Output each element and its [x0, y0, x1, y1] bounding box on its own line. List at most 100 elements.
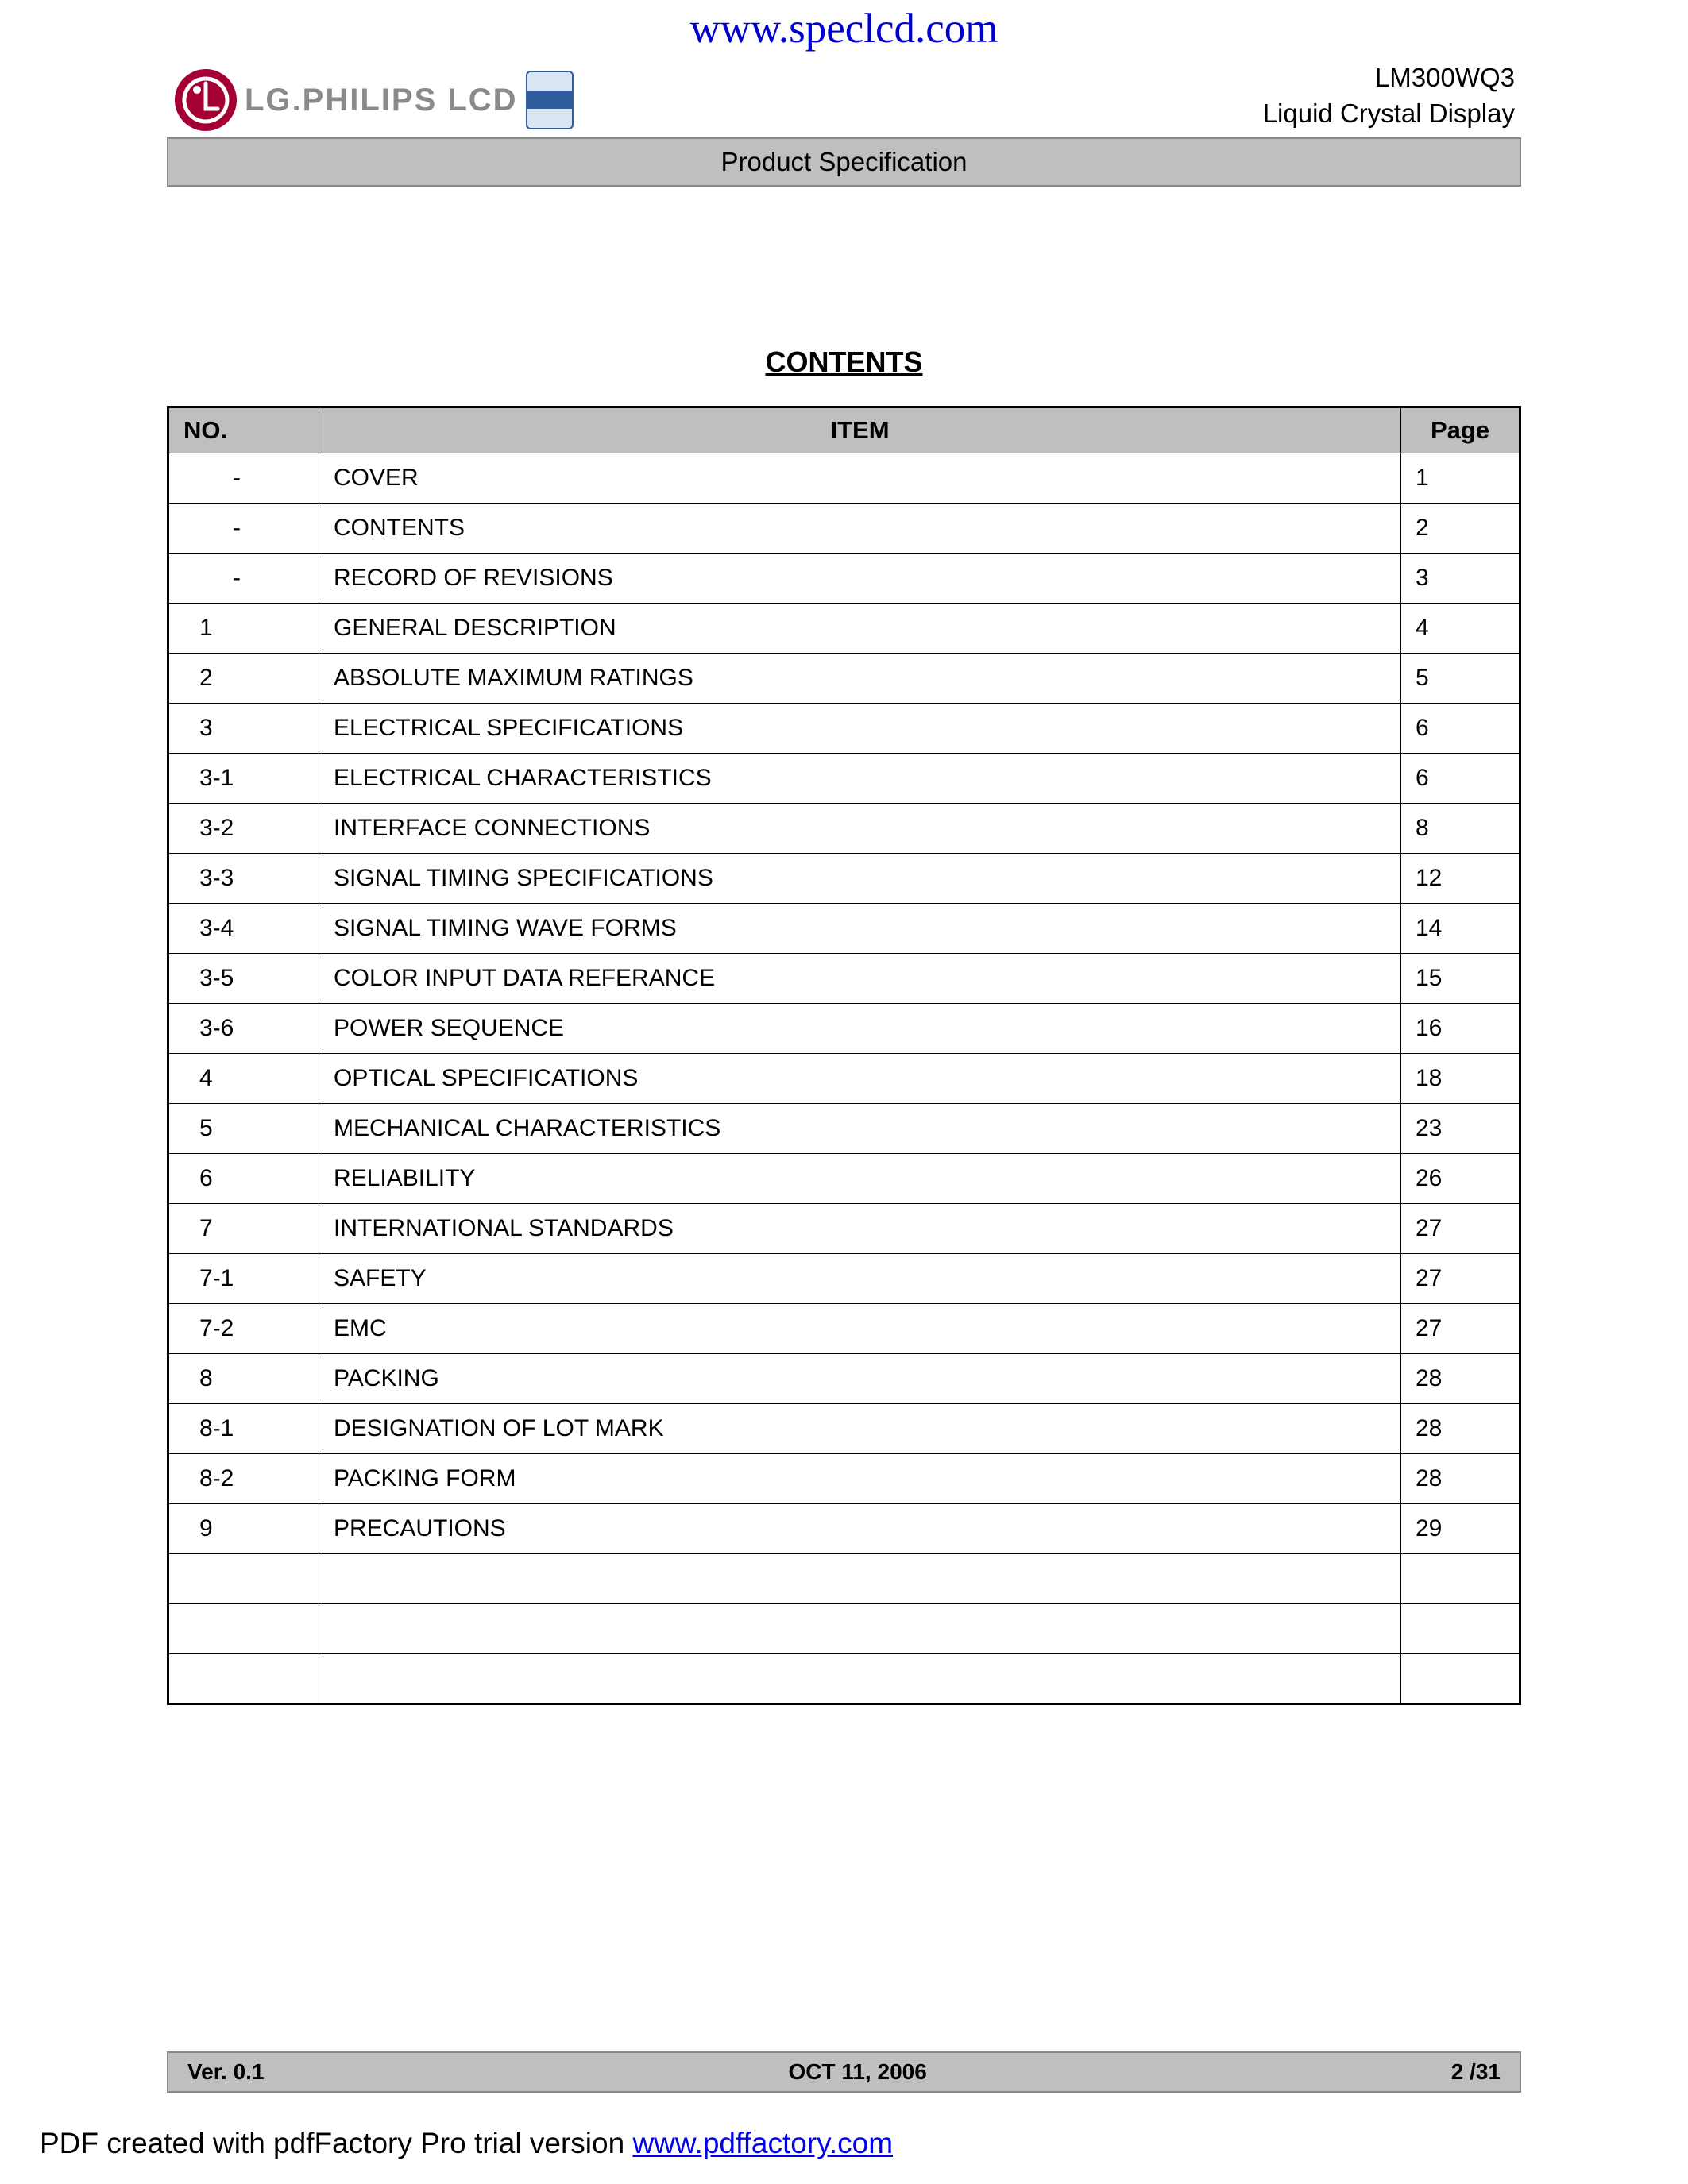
cell-item: RELIABILITY [319, 1154, 1401, 1204]
table-row: 6RELIABILITY26 [168, 1154, 1520, 1204]
cell-no: 9 [168, 1504, 319, 1554]
footer-bar: Ver. 0.1 OCT 11, 2006 2 /31 [167, 2051, 1521, 2093]
cell-no [168, 1604, 319, 1654]
table-row: 2ABSOLUTE MAXIMUM RATINGS5 [168, 654, 1520, 704]
table-row: 8-1DESIGNATION OF LOT MARK28 [168, 1404, 1520, 1454]
cell-page: 26 [1401, 1154, 1520, 1204]
cell-page: 2 [1401, 504, 1520, 554]
cell-page: 5 [1401, 654, 1520, 704]
cell-no: 6 [168, 1154, 319, 1204]
table-header-row: NO. ITEM Page [168, 407, 1520, 453]
cell-page: 6 [1401, 704, 1520, 754]
cell-no: 5 [168, 1104, 319, 1154]
cell-page: 15 [1401, 954, 1520, 1004]
cell-no: 8 [168, 1354, 319, 1404]
cell-item: ABSOLUTE MAXIMUM RATINGS [319, 654, 1401, 704]
cell-item: EMC [319, 1304, 1401, 1354]
cell-no: - [168, 554, 319, 604]
table-row [168, 1654, 1520, 1704]
cell-no: 3-2 [168, 804, 319, 854]
cell-item [319, 1654, 1401, 1704]
cell-no: 2 [168, 654, 319, 704]
cell-item: DESIGNATION OF LOT MARK [319, 1404, 1401, 1454]
cell-page: 4 [1401, 604, 1520, 654]
pdf-factory-link[interactable]: www.pdffactory.com [632, 2127, 893, 2159]
cell-no: 3-3 [168, 854, 319, 904]
cell-item: SIGNAL TIMING SPECIFICATIONS [319, 854, 1401, 904]
table-row: 8PACKING28 [168, 1354, 1520, 1404]
logo-text: LG.PHILIPS LCD [245, 83, 518, 118]
lg-logo-icon [175, 69, 237, 131]
table-row: 7-1SAFETY27 [168, 1254, 1520, 1304]
table-row [168, 1554, 1520, 1604]
cell-item: GENERAL DESCRIPTION [319, 604, 1401, 654]
table-row: 3-2INTERFACE CONNECTIONS8 [168, 804, 1520, 854]
cell-no: 8-1 [168, 1404, 319, 1454]
watermark-url: www.speclcd.com [0, 0, 1688, 60]
header-row: LG.PHILIPS LCD PHILIPS LM300WQ3 Liquid C… [167, 60, 1521, 131]
table-row: 3-1ELECTRICAL CHARACTERISTICS6 [168, 754, 1520, 804]
cell-page: 29 [1401, 1504, 1520, 1554]
table-row [168, 1604, 1520, 1654]
table-row: 3-4SIGNAL TIMING WAVE FORMS14 [168, 904, 1520, 954]
cell-item: POWER SEQUENCE [319, 1004, 1401, 1054]
table-row: -CONTENTS2 [168, 504, 1520, 554]
cell-page: 28 [1401, 1354, 1520, 1404]
cell-page: 28 [1401, 1404, 1520, 1454]
cell-page [1401, 1604, 1520, 1654]
cell-item: INTERFACE CONNECTIONS [319, 804, 1401, 854]
cell-page: 3 [1401, 554, 1520, 604]
cell-no: 3-5 [168, 954, 319, 1004]
cell-page: 27 [1401, 1304, 1520, 1354]
cell-page [1401, 1554, 1520, 1604]
cell-page: 12 [1401, 854, 1520, 904]
cell-page: 16 [1401, 1004, 1520, 1054]
table-row: 3-6POWER SEQUENCE16 [168, 1004, 1520, 1054]
table-row: 8-2PACKING FORM28 [168, 1454, 1520, 1504]
cell-page: 8 [1401, 804, 1520, 854]
cell-page: 18 [1401, 1054, 1520, 1104]
cell-no: 3 [168, 704, 319, 754]
cell-item [319, 1604, 1401, 1654]
cell-page [1401, 1654, 1520, 1704]
cell-item: ELECTRICAL SPECIFICATIONS [319, 704, 1401, 754]
cell-page: 1 [1401, 453, 1520, 504]
cell-no [168, 1554, 319, 1604]
table-row: 4OPTICAL SPECIFICATIONS18 [168, 1054, 1520, 1104]
spec-title-bar: Product Specification [167, 137, 1521, 187]
table-row: 3-5COLOR INPUT DATA REFERANCE15 [168, 954, 1520, 1004]
table-row: 3ELECTRICAL SPECIFICATIONS6 [168, 704, 1520, 754]
cell-page: 6 [1401, 754, 1520, 804]
cell-no: - [168, 504, 319, 554]
cell-item: ELECTRICAL CHARACTERISTICS [319, 754, 1401, 804]
cell-no: 7-1 [168, 1254, 319, 1304]
cell-page: 27 [1401, 1204, 1520, 1254]
contents-table: NO. ITEM Page -COVER1-CONTENTS2-RECORD O… [167, 406, 1521, 1705]
cell-no: 3-4 [168, 904, 319, 954]
cell-item: SIGNAL TIMING WAVE FORMS [319, 904, 1401, 954]
cell-item: RECORD OF REVISIONS [319, 554, 1401, 604]
cell-item: CONTENTS [319, 504, 1401, 554]
cell-no [168, 1654, 319, 1704]
col-header-page: Page [1401, 407, 1520, 453]
philips-logo-icon: PHILIPS [526, 71, 574, 129]
table-row: 5MECHANICAL CHARACTERISTICS23 [168, 1104, 1520, 1154]
model-number: LM300WQ3 [1263, 60, 1515, 96]
pdf-footer-prefix: PDF created with pdfFactory Pro trial ve… [40, 2127, 632, 2159]
cell-page: 27 [1401, 1254, 1520, 1304]
cell-item: INTERNATIONAL STANDARDS [319, 1204, 1401, 1254]
cell-no: - [168, 453, 319, 504]
cell-no: 8-2 [168, 1454, 319, 1504]
col-header-item: ITEM [319, 407, 1401, 453]
footer-version: Ver. 0.1 [187, 2059, 265, 2085]
cell-no: 4 [168, 1054, 319, 1104]
cell-item: COVER [319, 453, 1401, 504]
cell-page: 28 [1401, 1454, 1520, 1504]
cell-no: 3-1 [168, 754, 319, 804]
cell-no: 1 [168, 604, 319, 654]
contents-title: CONTENTS [167, 345, 1521, 379]
model-block: LM300WQ3 Liquid Crystal Display [1263, 60, 1521, 131]
cell-no: 3-6 [168, 1004, 319, 1054]
table-row: 7-2EMC27 [168, 1304, 1520, 1354]
table-row: 1GENERAL DESCRIPTION4 [168, 604, 1520, 654]
